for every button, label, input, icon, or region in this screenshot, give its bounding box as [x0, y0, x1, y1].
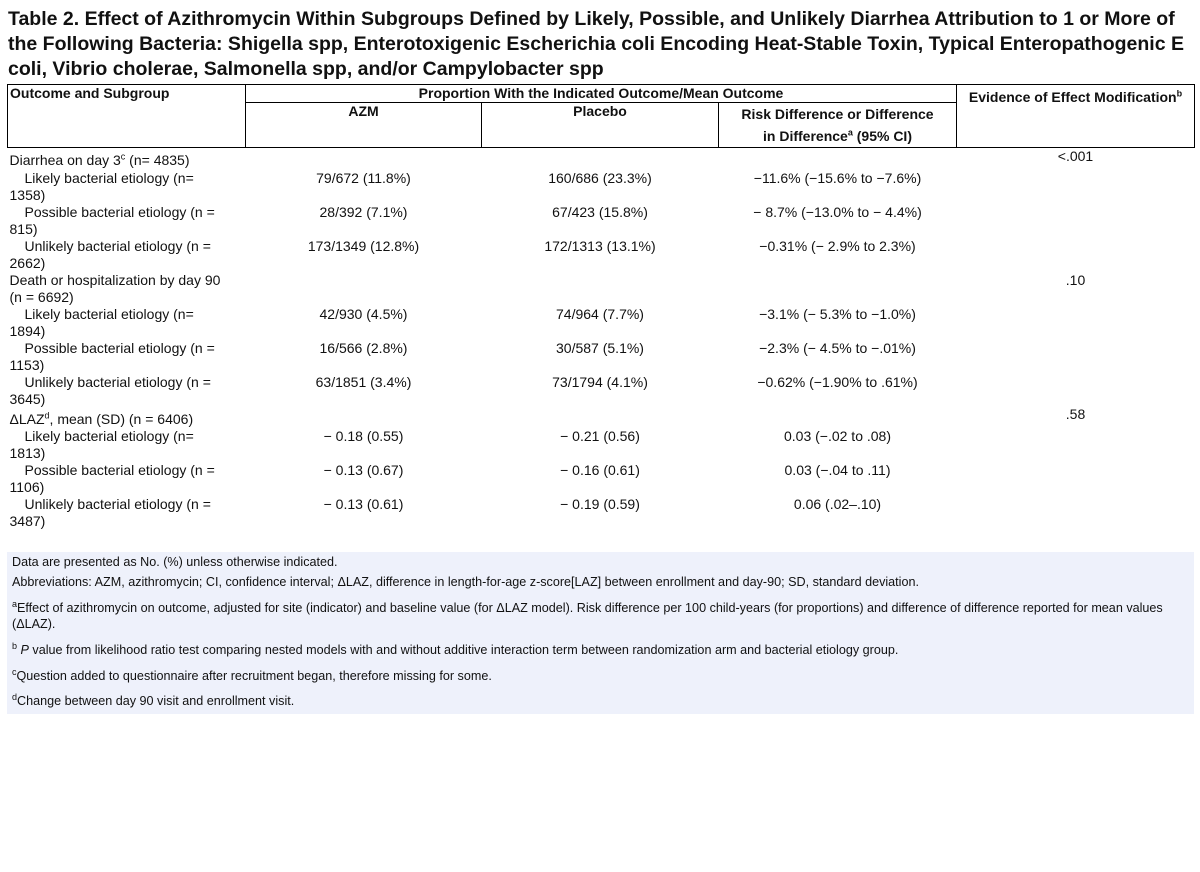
- placebo-value: 30/587 (5.1%): [556, 339, 644, 356]
- difference-value: 0.03 (−.02 to .08): [783, 428, 892, 444]
- difference-value: − 8.7% (−13.0% to − 4.4%): [753, 203, 922, 220]
- table-row: Likely bacterial etiology (n= 1894) 42/93…: [8, 306, 1195, 340]
- table-row: Possible bacterial etiology (n = 1153) 16…: [8, 340, 1195, 374]
- footnote-data-note: Data are presented as No. (%) unless oth…: [12, 555, 338, 569]
- header-evidence: Evidence of Effect Modificationb: [956, 84, 1196, 148]
- difference-value: −0.62% (−1.90% to .61%): [757, 373, 918, 390]
- footnote-a: aEffect of azithromycin on outcome, adju…: [12, 598, 1163, 631]
- header-proportion-span: Proportion With the Indicated Outcome/Me…: [244, 84, 958, 103]
- table-row: Possible bacterial etiology (n = 815) 28/…: [8, 204, 1195, 238]
- placebo-value: 172/1313 (13.1%): [544, 237, 656, 254]
- difference-value: −3.1% (− 5.3% to −1.0%): [759, 305, 916, 322]
- subgroup-label: Likely bacterial etiology (n= 1894): [9, 305, 194, 339]
- azm-value: 28/392 (7.1%): [319, 203, 408, 220]
- footnote-c: cQuestion added to questionnaire after r…: [12, 666, 492, 683]
- group-row-diarrhea: Diarrhea on day 3c (n= 4835) <.001: [8, 148, 1195, 170]
- p-value-diarrhea: <.001: [1057, 148, 1094, 164]
- table-row: Unlikely bacterial etiology (n = 2662) 17…: [8, 238, 1195, 272]
- header-outcome-subgroup: Outcome and Subgroup: [7, 84, 246, 148]
- results-table: Outcome and Subgroup Proportion With the…: [7, 84, 1196, 530]
- placebo-value: 74/964 (7.7%): [556, 305, 644, 322]
- placebo-value: 67/423 (15.8%): [552, 203, 648, 220]
- difference-value: −11.6% (−15.6% to −7.6%): [753, 169, 922, 186]
- p-value-death-hospitalization: .10: [1065, 271, 1086, 288]
- azm-value: − 0.18 (0.55): [323, 428, 404, 444]
- group-row-delta-laz: ΔLAZd, mean (SD) (n = 6406) .58: [8, 405, 1195, 429]
- table-footnotes: Data are presented as No. (%) unless oth…: [7, 552, 1194, 714]
- difference-value: 0.06 (.02–.10): [793, 496, 882, 512]
- table-row: Possible bacterial etiology (n = 1106) − …: [8, 462, 1195, 496]
- placebo-value: 160/686 (23.3%): [548, 169, 652, 186]
- table-row: Likely bacterial etiology (n= 1358) 79/67…: [8, 170, 1195, 204]
- header-risk-difference: Risk Difference or Difference in Differe…: [717, 102, 958, 148]
- difference-value: −0.31% (− 2.9% to 2.3%): [759, 237, 916, 254]
- azm-value: 63/1851 (3.4%): [315, 373, 412, 390]
- footnote-d: dChange between day 90 visit and enrollm…: [12, 691, 295, 708]
- table-title: Table 2. Effect of Azithromycin Within S…: [8, 8, 1184, 80]
- difference-value: 0.03 (−.04 to .11): [784, 462, 891, 478]
- subgroup-label: Possible bacterial etiology (n = 815): [9, 203, 215, 237]
- group-row-death-hospitalization: Death or hospitalization by day 90 (n = 6…: [8, 272, 1195, 306]
- azm-value: 16/566 (2.8%): [319, 339, 408, 356]
- group-label-diarrhea: Diarrhea on day 3c (n= 4835): [9, 151, 190, 168]
- header-azm: AZM: [245, 102, 482, 148]
- azm-value: − 0.13 (0.61): [323, 496, 404, 512]
- group-label-death-hospitalization: Death or hospitalization by day 90 (n = 6…: [9, 271, 221, 305]
- subgroup-label: Possible bacterial etiology (n = 1153): [9, 339, 215, 373]
- placebo-value: − 0.21 (0.56): [560, 428, 640, 444]
- table-row: Likely bacterial etiology (n= 1813) − 0.1…: [8, 428, 1195, 462]
- footnote-abbreviations: Abbreviations: AZM, azithromycin; CI, co…: [12, 575, 919, 589]
- table-row: Unlikely bacterial etiology (n = 3645) 63…: [8, 374, 1195, 408]
- subgroup-label: Likely bacterial etiology (n= 1358): [9, 169, 194, 203]
- table-row: Unlikely bacterial etiology (n = 3487) − …: [8, 496, 1195, 530]
- azm-value: 42/930 (4.5%): [319, 305, 408, 322]
- difference-value: −2.3% (− 4.5% to −.01%): [759, 339, 916, 356]
- azm-value: 79/672 (11.8%): [316, 169, 411, 186]
- placebo-value: − 0.16 (0.61): [560, 462, 640, 478]
- subgroup-label: Possible bacterial etiology (n = 1106): [9, 462, 215, 495]
- header-placebo: Placebo: [481, 102, 719, 148]
- subgroup-label: Unlikely bacterial etiology (n = 3487): [9, 496, 211, 529]
- subgroup-label: Unlikely bacterial etiology (n = 2662): [9, 237, 211, 271]
- subgroup-label: Unlikely bacterial etiology (n = 3645): [9, 373, 211, 407]
- azm-value: − 0.13 (0.67): [323, 462, 404, 478]
- footnote-b: b P value from likelihood ratio test com…: [12, 640, 899, 657]
- azm-value: 173/1349 (12.8%): [307, 237, 420, 254]
- p-value-delta-laz: .58: [1065, 405, 1086, 422]
- placebo-value: 73/1794 (4.1%): [552, 373, 648, 390]
- placebo-value: − 0.19 (0.59): [560, 496, 640, 512]
- subgroup-label: Likely bacterial etiology (n= 1813): [9, 428, 194, 461]
- group-label-delta-laz: ΔLAZd, mean (SD) (n = 6406): [9, 409, 194, 427]
